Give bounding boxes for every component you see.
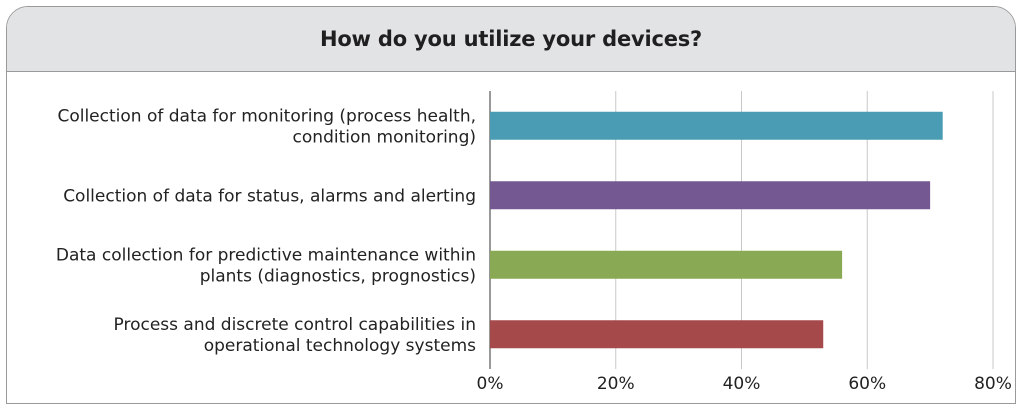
x-tick-labels: 0% 20% 40% 60% 80%	[477, 374, 1012, 394]
x-tick-label: 40%	[723, 374, 761, 394]
category-label-line: Collection of data for status, alarms an…	[63, 186, 476, 206]
category-label: Collection of data for status, alarms an…	[63, 186, 476, 206]
x-tick-label: 20%	[597, 374, 635, 394]
x-tick-label: 80%	[974, 374, 1012, 394]
category-label-line: operational technology systems	[204, 336, 476, 356]
bar	[490, 250, 843, 279]
bar	[490, 111, 943, 140]
category-label: Process and discrete control capabilitie…	[114, 315, 477, 356]
category-labels: Collection of data for monitoring (proce…	[56, 106, 476, 356]
category-label-line: plants (diagnostics, prognostics)	[200, 266, 476, 286]
chart-header: How do you utilize your devices?	[7, 7, 1015, 72]
bar	[490, 181, 931, 210]
chart-title: How do you utilize your devices?	[319, 27, 703, 51]
category-label-line: Collection of data for monitoring (proce…	[57, 106, 476, 126]
x-tick-label: 0%	[477, 374, 504, 394]
category-label-line: condition monitoring)	[293, 127, 476, 147]
category-label: Data collection for predictive maintenan…	[56, 245, 476, 286]
bars	[490, 111, 943, 349]
x-tick-label: 60%	[848, 374, 886, 394]
bar	[490, 320, 824, 349]
category-label: Collection of data for monitoring (proce…	[57, 106, 476, 147]
category-label-line: Process and discrete control capabilitie…	[114, 315, 476, 335]
category-label-line: Data collection for predictive maintenan…	[56, 245, 476, 265]
